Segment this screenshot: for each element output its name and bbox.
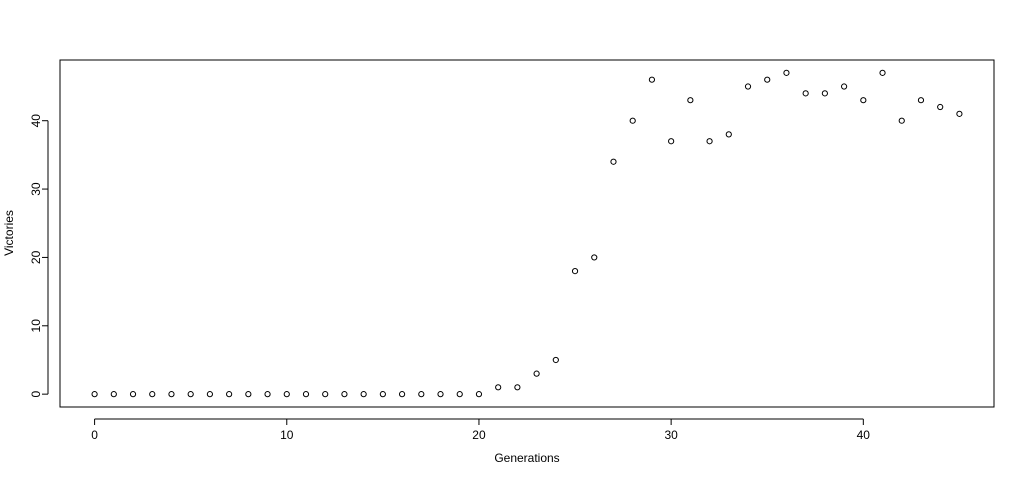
data-point xyxy=(245,391,252,398)
data-point xyxy=(783,69,790,76)
data-point xyxy=(687,97,694,104)
data-point xyxy=(398,391,406,398)
data-point xyxy=(533,370,540,377)
data-point xyxy=(149,391,156,398)
data-point xyxy=(91,391,98,398)
data-point xyxy=(475,391,483,398)
data-point xyxy=(110,391,117,398)
data-point xyxy=(226,391,233,398)
data-point xyxy=(341,391,348,398)
data-point xyxy=(840,83,848,90)
data-points xyxy=(91,69,963,398)
data-point xyxy=(302,391,310,398)
data-point xyxy=(821,90,828,97)
plot-frame xyxy=(59,59,995,408)
data-point xyxy=(264,391,271,398)
data-point xyxy=(360,391,367,398)
data-point xyxy=(495,384,502,391)
x-tick-label: 40 xyxy=(857,428,871,442)
data-point xyxy=(168,391,175,398)
y-tick-label: 30 xyxy=(29,182,43,196)
data-point xyxy=(898,117,905,124)
y-tick-label: 40 xyxy=(29,114,43,128)
x-tick-label: 20 xyxy=(472,428,486,442)
data-point xyxy=(629,117,636,124)
data-point xyxy=(591,254,598,261)
data-point xyxy=(917,97,925,104)
y-tick-label: 0 xyxy=(29,390,43,397)
data-point xyxy=(937,103,944,111)
y-tick-label: 20 xyxy=(29,250,43,264)
data-point xyxy=(860,97,867,104)
data-point xyxy=(802,90,809,97)
x-tick-label: 10 xyxy=(280,428,294,442)
x-axis-label: Generations xyxy=(494,451,559,465)
data-point xyxy=(456,391,463,398)
data-point xyxy=(322,391,329,398)
y-tick-label: 10 xyxy=(29,319,43,333)
data-point xyxy=(379,391,386,398)
data-point xyxy=(437,391,444,398)
data-point xyxy=(571,267,579,275)
data-point xyxy=(129,391,137,398)
data-point xyxy=(668,138,675,145)
data-point xyxy=(956,110,963,117)
data-point xyxy=(187,391,194,398)
data-point xyxy=(706,138,713,145)
data-point xyxy=(648,76,656,83)
data-point xyxy=(610,158,617,165)
data-point xyxy=(283,391,290,398)
data-point xyxy=(514,384,521,391)
data-point xyxy=(764,76,771,83)
data-point xyxy=(418,391,425,398)
data-point xyxy=(744,83,752,90)
x-axis: 0 10 20 30 40 xyxy=(91,418,871,442)
data-point xyxy=(725,131,732,138)
y-axis-label: Victories xyxy=(2,210,16,256)
y-axis: 0 10 20 30 40 xyxy=(29,114,49,397)
data-point xyxy=(879,69,886,76)
x-tick-label: 30 xyxy=(664,428,678,442)
data-point xyxy=(206,391,214,398)
data-point xyxy=(552,356,559,364)
x-tick-label: 0 xyxy=(91,428,98,442)
